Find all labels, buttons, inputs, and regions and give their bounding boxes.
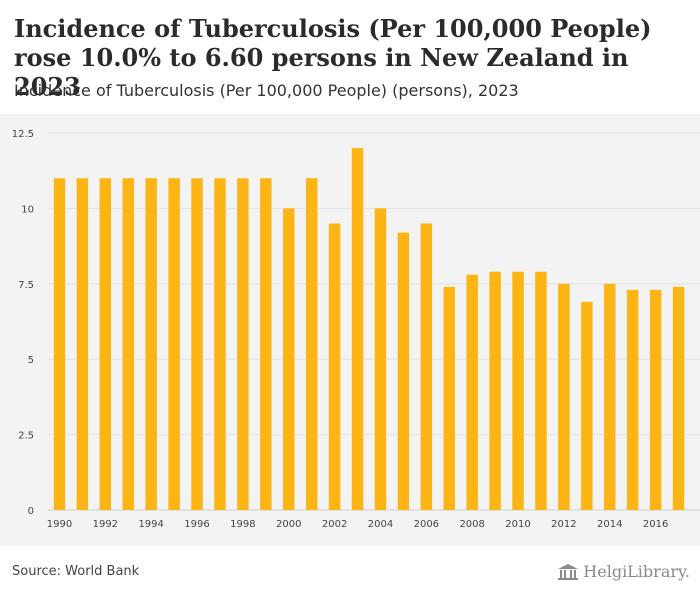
x-tick-label: 2002 <box>322 519 347 530</box>
bar-1999 <box>260 178 272 510</box>
bar-2001 <box>305 178 318 510</box>
bar-1990 <box>53 178 66 510</box>
bar-chart: 0 2.5 5 7.5 10 12.5 1990 1992 1994 1996 1998 2000 20… <box>12 129 700 530</box>
bar-1997 <box>214 178 226 510</box>
library-building-icon <box>558 563 579 580</box>
x-tick-label: 1996 <box>184 519 209 530</box>
y-tick-label: 2.5 <box>18 431 34 442</box>
y-tick-label: 7.5 <box>18 280 34 291</box>
x-tick-label: 2006 <box>414 519 439 530</box>
bar-2010 <box>512 271 524 510</box>
bar-1996 <box>191 178 203 510</box>
bar-2006 <box>420 223 433 510</box>
bar-1991 <box>76 178 89 510</box>
logo-text: HelgiLibrary. <box>583 562 690 581</box>
bar-1994 <box>145 178 157 510</box>
x-tick-label: 2004 <box>368 519 393 530</box>
bar-2015 <box>626 289 639 510</box>
y-tick-label: 12.5 <box>12 129 34 140</box>
bar-2014 <box>604 283 616 510</box>
bar-1995 <box>168 178 180 510</box>
bar-2012 <box>558 283 570 510</box>
chart-subtitle: Incidence of Tuberculosis (Per 100,000 P… <box>14 81 519 100</box>
bar-2011 <box>535 271 547 510</box>
bar-2007 <box>443 286 455 510</box>
helgi-library-logo[interactable]: HelgiLibrary. <box>557 562 690 581</box>
x-tick-label: 2014 <box>597 519 622 530</box>
chart-title: Incidence of Tuberculosis (Per 100,000 P… <box>14 14 652 101</box>
bar-2008 <box>466 274 478 510</box>
x-tick-label: 1992 <box>93 519 118 530</box>
bar-1992 <box>99 178 112 510</box>
bar-2004 <box>374 208 387 510</box>
x-tick-label: 1990 <box>47 519 72 530</box>
bar-2005 <box>397 232 410 510</box>
bar-1993 <box>122 178 134 510</box>
x-tick-label: 2008 <box>459 519 484 530</box>
x-tick-label: 2010 <box>505 519 530 530</box>
x-tick-label: 2016 <box>643 519 668 530</box>
bar-2016 <box>649 289 662 510</box>
bar-2003 <box>351 148 364 510</box>
x-tick-label: 1998 <box>230 519 255 530</box>
x-tick-label: 2000 <box>276 519 301 530</box>
x-tick-label: 2012 <box>551 519 576 530</box>
bar-1998 <box>237 178 249 510</box>
bar-2000 <box>283 208 295 510</box>
y-tick-label: 0 <box>28 506 34 517</box>
bar-2002 <box>328 223 341 510</box>
bar-2017 <box>672 286 685 510</box>
bar-2013 <box>581 301 593 510</box>
bar-2009 <box>489 271 501 510</box>
y-tick-label: 10 <box>21 204 34 215</box>
x-tick-label: 1994 <box>138 519 163 530</box>
source-note: Source: World Bank <box>12 564 140 579</box>
y-tick-label: 5 <box>28 355 34 366</box>
